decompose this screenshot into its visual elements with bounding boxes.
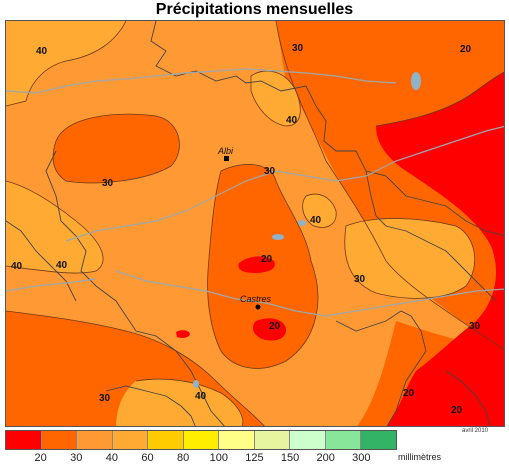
legend-swatch xyxy=(148,431,184,449)
legend-tick-label: 40 xyxy=(105,452,119,464)
zone-40-60-south xyxy=(116,379,243,426)
city-marker-castres xyxy=(255,304,261,310)
legend-swatch xyxy=(183,431,220,449)
isoline-label: 40 xyxy=(195,391,207,402)
legend-tick-label: 150 xyxy=(280,452,300,464)
dept-boundary-2 xyxy=(45,150,225,426)
legend-swatch xyxy=(219,431,255,449)
legend-unit: millimètres xyxy=(398,452,442,462)
isoline-label: 30 xyxy=(354,274,366,285)
city-marker-albi xyxy=(224,156,229,161)
legend-swatch xyxy=(41,431,78,449)
isoline-label: 30 xyxy=(264,166,276,177)
dept-boundary-3 xyxy=(335,310,427,426)
lake-1 xyxy=(411,72,421,90)
zone-under-20-small-2 xyxy=(252,318,287,341)
isoline-label: 40 xyxy=(310,215,322,226)
isoline-label: 30 xyxy=(102,178,114,189)
zone-20-30-west xyxy=(53,114,180,183)
legend-swatch xyxy=(77,431,113,449)
zone-under-20-east xyxy=(376,72,504,426)
legend-tick-label: 200 xyxy=(316,452,335,464)
zone-40-60-east xyxy=(344,218,475,299)
isoline-label: 40 xyxy=(56,260,68,271)
isoline-label: 20 xyxy=(269,321,281,332)
river-3 xyxy=(115,270,504,317)
legend-tick-label: 20 xyxy=(34,452,47,464)
city-label-albi: Albi xyxy=(217,146,234,156)
zone-under-20-small-1 xyxy=(238,256,275,273)
river-2 xyxy=(65,125,504,242)
color-legend xyxy=(5,430,397,450)
zone-40-60-west xyxy=(6,181,104,274)
legend-tick-label: 60 xyxy=(141,452,154,464)
isoline-label: 20 xyxy=(403,388,415,399)
legend-swatch xyxy=(6,431,42,449)
legend-swatch xyxy=(112,431,149,449)
isoline-label: 20 xyxy=(261,254,273,265)
legend-swatch xyxy=(325,431,362,449)
city-label-castres: Castres xyxy=(240,294,272,304)
isoline-label: 20 xyxy=(460,44,472,55)
precipitation-map: Albi Castres 40 30 20 40 30 30 40 30 40 … xyxy=(5,20,505,427)
legend-swatch xyxy=(361,431,397,449)
isoline-label: 20 xyxy=(451,405,463,416)
legend-swatch xyxy=(290,431,326,449)
legend-tick-label: 80 xyxy=(177,452,190,464)
map-title: Précipitations mensuelles xyxy=(155,1,354,18)
isoline-label: 30 xyxy=(469,321,481,332)
isoline-label: 30 xyxy=(292,43,304,54)
isoline-label: 40 xyxy=(36,46,48,57)
lake-4 xyxy=(193,380,199,388)
legend-tick-label: 100 xyxy=(209,452,228,464)
legend-tick-label: 125 xyxy=(245,452,264,464)
credit-text: avril 2010 xyxy=(462,428,489,434)
river-4 xyxy=(6,278,97,292)
river-1 xyxy=(6,68,397,94)
dept-boundary-6 xyxy=(105,385,196,426)
isoline-label: 40 xyxy=(11,261,23,272)
isoline-label: 40 xyxy=(286,115,298,126)
dept-boundary-4 xyxy=(365,170,504,236)
legend-ticks: 20 30 40 60 80 100 125 150 200 300 xyxy=(0,452,509,466)
dept-boundary-5 xyxy=(6,220,77,302)
lake-3 xyxy=(298,220,306,226)
zone-under-20-small-3 xyxy=(176,330,190,338)
zone-40-60-northwest xyxy=(6,21,126,106)
zone-40-60-center-east xyxy=(302,194,337,228)
isoline-label: 30 xyxy=(99,393,111,404)
legend-swatch xyxy=(254,431,291,449)
legend-tick-label: 30 xyxy=(70,452,83,464)
legend-tick-label: 300 xyxy=(352,452,371,464)
dept-boundary-7 xyxy=(445,370,491,426)
lake-2 xyxy=(272,234,284,240)
